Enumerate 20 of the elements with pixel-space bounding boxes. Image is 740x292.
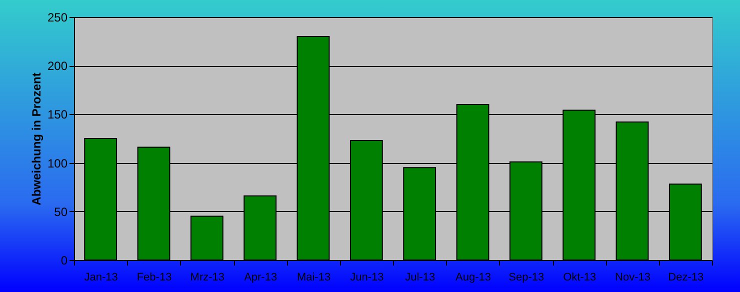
- x-tick-label: Dez-13: [668, 272, 704, 284]
- x-tick-label: Mrz-13: [190, 272, 225, 284]
- y-tick-label: 0: [60, 254, 68, 268]
- x-tick-label: Nov-13: [615, 272, 650, 284]
- y-tick-label: 50: [54, 204, 68, 219]
- x-tick-label: Jan-13: [84, 272, 118, 284]
- x-tick-label: Aug-13: [456, 272, 491, 284]
- x-tick-label: Okt-13: [563, 272, 596, 284]
- x-tick-label: Feb-13: [136, 272, 172, 284]
- y-tick-label: 150: [47, 108, 68, 122]
- y-tick-label: 100: [47, 156, 68, 170]
- y-tick-label: 200: [47, 59, 68, 74]
- bar: [190, 216, 224, 260]
- y-tick-label: 250: [47, 10, 68, 24]
- x-tick-label: Jun-13: [350, 272, 384, 284]
- y-axis-title: Abweichung in Prozent: [29, 72, 44, 206]
- x-tick-label: Mai-13: [296, 272, 331, 284]
- x-tick-label: Apr-13: [244, 272, 278, 284]
- x-tick-label: Jul-13: [405, 272, 436, 284]
- x-tick-label: Sep-13: [508, 272, 544, 284]
